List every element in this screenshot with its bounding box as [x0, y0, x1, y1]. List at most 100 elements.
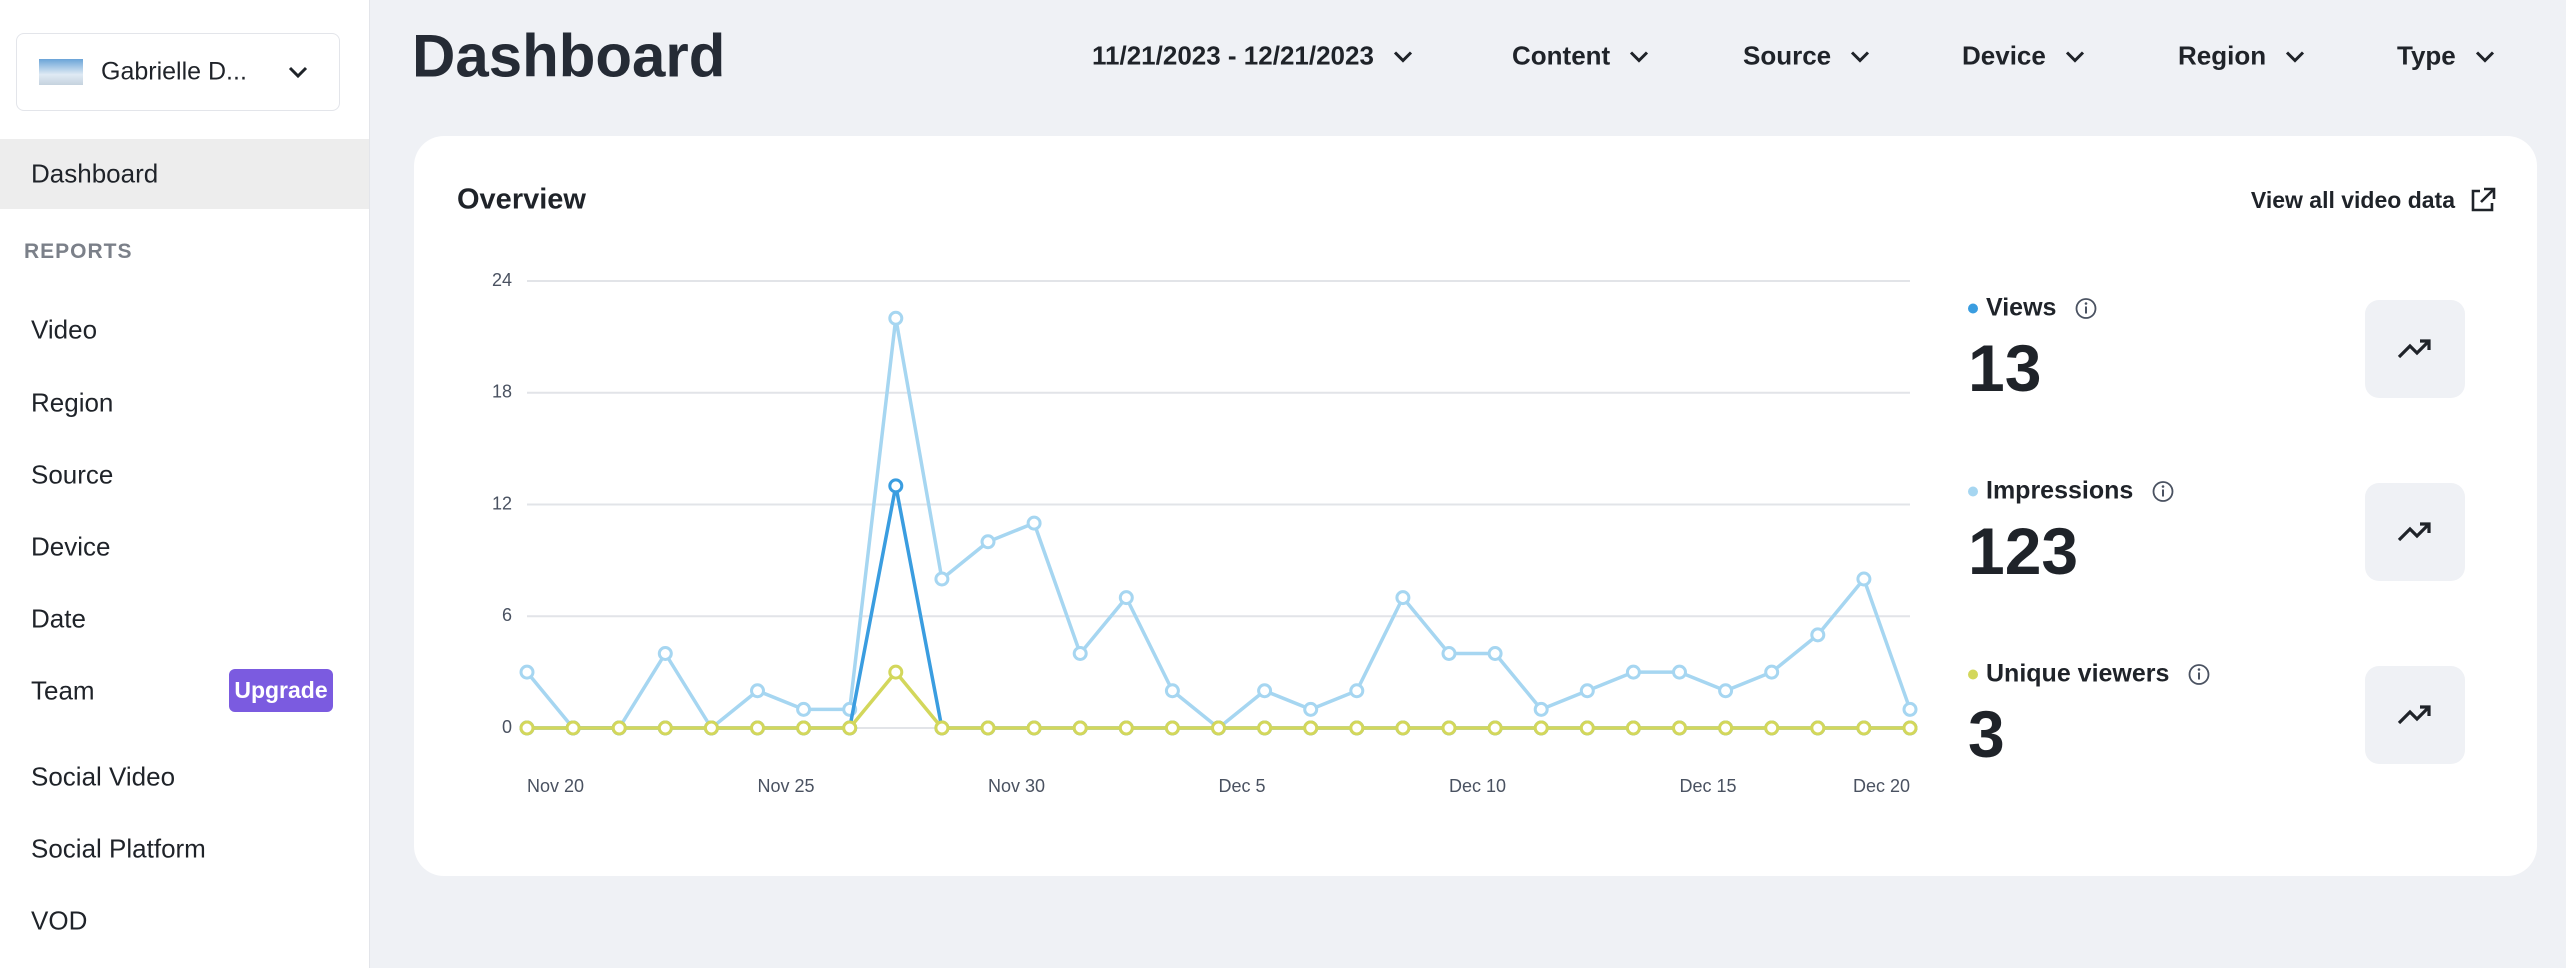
data-point	[796, 720, 812, 736]
filter-dropdown[interactable]: Source	[1743, 41, 1871, 72]
data-point	[1026, 720, 1042, 736]
filter-label: Device	[1962, 40, 2046, 71]
data-point	[1441, 646, 1457, 661]
data-point	[1902, 701, 1918, 717]
trend-button[interactable]	[2365, 300, 2465, 398]
chevron	[1851, 50, 1870, 63]
data-point	[796, 701, 812, 717]
data-point	[565, 720, 581, 736]
data-point	[1164, 720, 1180, 736]
nav-item[interactable]: VOD	[31, 905, 88, 936]
trend-button[interactable]	[2365, 483, 2465, 581]
metric-label: Views	[1968, 294, 2098, 323]
trend-icon	[2397, 339, 2431, 359]
y-tick-label: 18	[492, 382, 512, 402]
data-point	[1164, 683, 1180, 699]
info-icon[interactable]	[2074, 296, 2098, 320]
data-point	[1902, 720, 1918, 736]
data-point	[1625, 664, 1641, 680]
nav-item[interactable]: Region	[31, 387, 114, 418]
metric-value: 123	[1968, 514, 2079, 588]
data-point	[1579, 683, 1595, 699]
data-point	[750, 720, 765, 736]
view-all-link[interactable]: View all video data	[2251, 186, 2497, 214]
data-point	[980, 534, 996, 550]
nav-item[interactable]: Social Platform	[31, 833, 206, 864]
x-tick-label: Nov 30	[988, 776, 1045, 796]
data-point	[888, 478, 904, 494]
data-point	[1026, 515, 1042, 531]
data-point	[657, 720, 673, 736]
data-point	[1856, 571, 1872, 587]
data-point	[934, 571, 950, 587]
y-tick-label: 6	[502, 605, 512, 625]
filter-label: Region	[2178, 40, 2267, 71]
series-line	[527, 484, 1910, 730]
metric-label: Impressions	[1968, 477, 2175, 506]
metric-label: Unique viewers	[1968, 660, 2211, 689]
link-text: View all video data	[2250, 186, 2455, 213]
chevron	[2065, 50, 2084, 63]
nav-item[interactable]: Source	[31, 459, 114, 490]
data-point	[1856, 720, 1872, 736]
data-point	[888, 664, 904, 680]
chevron	[1630, 50, 1649, 63]
filter-dropdown[interactable]: Type	[2397, 41, 2496, 72]
data-point	[1810, 720, 1826, 736]
data-point	[1303, 701, 1319, 717]
data-point	[1072, 720, 1088, 736]
sidebar: Gabrielle D... Dashboard REPORTS Upgrade…	[0, 0, 370, 968]
data-point	[519, 664, 535, 680]
trend-button[interactable]	[2365, 666, 2465, 764]
y-tick-label: 12	[492, 493, 512, 513]
account-name: Gabrielle D...	[101, 57, 247, 86]
x-tick-label: Dec 20	[1853, 776, 1910, 796]
data-point	[1072, 646, 1088, 661]
nav-item[interactable]: Social Video	[31, 761, 176, 792]
filter-dropdown[interactable]: Region	[2178, 41, 2306, 72]
filter-label: Type	[2397, 40, 2456, 71]
data-point	[1257, 683, 1273, 699]
y-tick-label: 24	[492, 270, 512, 290]
data-point	[1764, 664, 1780, 680]
account-switcher[interactable]: Gabrielle D...	[16, 33, 340, 111]
data-point	[1395, 720, 1411, 736]
legend-dot	[1968, 669, 1978, 679]
data-point	[1257, 720, 1273, 736]
data-point	[842, 720, 858, 736]
filter-dropdown[interactable]: Content	[1512, 41, 1650, 72]
data-point	[1672, 664, 1687, 680]
external-icon	[2471, 187, 2496, 212]
chevron	[1393, 50, 1412, 63]
data-point	[519, 720, 535, 736]
filter-dropdown[interactable]: Device	[1962, 41, 2086, 72]
legend-dot	[1968, 303, 1978, 313]
filter-label: Content	[1512, 40, 1611, 71]
nav-item[interactable]: Date	[31, 603, 86, 634]
nav-item[interactable]: Device	[31, 531, 111, 562]
data-point	[1303, 720, 1319, 736]
metric-value: 3	[1968, 697, 2005, 771]
data-point	[750, 683, 765, 699]
data-point	[1349, 683, 1365, 699]
data-point	[1349, 720, 1365, 736]
info-icon[interactable]	[2187, 662, 2211, 686]
chevron	[2475, 50, 2494, 63]
filter-label: 11/21/2023 - 12/21/2023	[1092, 40, 1374, 71]
data-point	[1441, 720, 1457, 736]
x-tick-label: Dec 5	[1219, 776, 1266, 796]
data-point	[1211, 720, 1226, 736]
data-point	[1533, 701, 1549, 717]
data-point	[1533, 720, 1549, 736]
x-tick-label: Dec 15	[1680, 776, 1737, 796]
legend-name: Unique viewers	[1986, 659, 2170, 688]
nav-item[interactable]: Dashboard	[31, 158, 159, 189]
card-title: Overview	[457, 183, 586, 216]
nav-item[interactable]: Team	[31, 675, 95, 706]
filter-dropdown[interactable]: 11/21/2023 - 12/21/2023	[1092, 41, 1414, 72]
info-icon[interactable]	[2151, 479, 2175, 503]
nav-item[interactable]: Video	[31, 314, 98, 345]
upgrade-badge[interactable]: Upgrade	[229, 669, 333, 712]
data-point	[888, 310, 904, 326]
